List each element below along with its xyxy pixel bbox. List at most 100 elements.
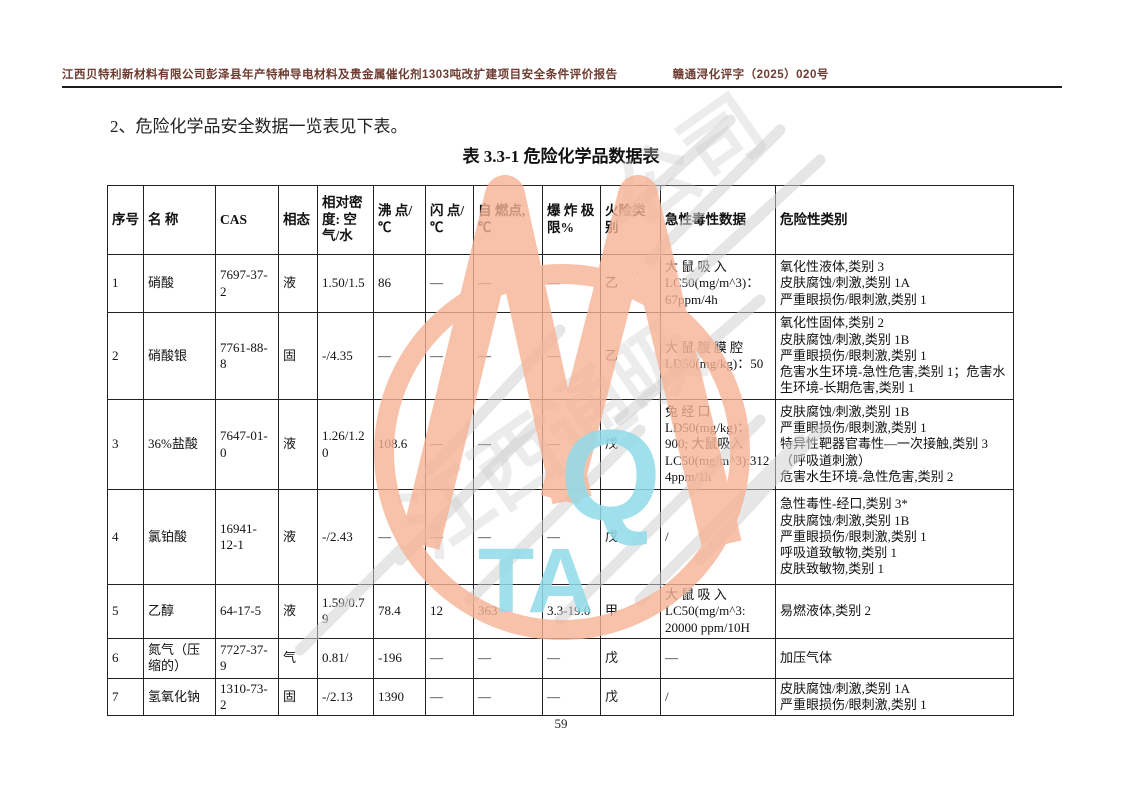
table-cell: 氧化性液体,类别 3 皮肤腐蚀/刺激,类别 1A 严重眼损伤/眼刺激,类别 1 <box>775 254 1014 313</box>
page-number: 59 <box>554 716 568 731</box>
table-row: 3 36%盐酸 7647-01-0 液 1.26/1.20 108.6— — — 戊兔 经 口 … <box>107 399 1014 490</box>
table-body: 1 硝酸 7697-37-2 液 1.50/1.5 86— — — 乙大 鼠 吸 入 LC50(… <box>107 254 1014 717</box>
table-cell: 3 <box>107 399 144 490</box>
table-cell: — <box>473 254 543 313</box>
table-cell: 36%盐酸 <box>143 399 216 490</box>
table-cell: 戊 <box>600 637 661 679</box>
table-header-row: 序号名 称 CAS 相态 相对密度: 空气/水沸 点/℃ 闪 点/℃ 自 燃点, ℃ 爆 炸… <box>107 185 1014 255</box>
table-cell: 6 <box>107 637 144 679</box>
table-cell: 4 <box>107 489 144 585</box>
table-cell: — <box>373 312 426 400</box>
table-cell: 液 <box>278 489 318 585</box>
table-cell: — <box>425 637 474 679</box>
document-header: 江西贝特利新材料有限公司彭泽县年产特种导电材料及贵金属催化剂1303吨改扩建项目… <box>62 58 1062 88</box>
table-cell: 12 <box>425 584 474 639</box>
table-cell: — <box>425 312 474 400</box>
table-cell: 戊 <box>600 677 661 717</box>
table-cell: — <box>473 489 543 585</box>
table-cell: — <box>473 637 543 679</box>
table-cell: — <box>425 254 474 313</box>
section-heading: 2、危险化学品安全数据一览表见下表。 <box>110 117 408 136</box>
table-cell: 乙 <box>600 312 661 400</box>
table-cell: 皮肤腐蚀/刺激,类别 1B 严重眼损伤/眼刺激,类别 1 特异性靶器官毒性—一次… <box>775 399 1014 490</box>
table-cell: 皮肤腐蚀/刺激,类别 1A 严重眼损伤/眼刺激,类别 1 <box>775 677 1014 717</box>
table-cell: 乙 <box>600 254 661 313</box>
table-row: 5 乙醇 64-17-5 液 1.59/0.79 78.4 12 363 3.3-19.0 甲大 … <box>107 584 1014 639</box>
table-cell: 氧化性固体,类别 2 皮肤腐蚀/刺激,类别 1B 严重眼损伤/眼刺激,类别 1 … <box>775 312 1014 400</box>
table-title: 表 3.3-1 危险化学品数据表 <box>462 147 660 166</box>
table-cell: — <box>660 637 776 679</box>
table-cell: — <box>542 399 601 490</box>
column-header: 名 称 <box>143 185 216 255</box>
table-cell: 兔 经 口 LD50(mg/kg)：900; 大鼠吸入 LC50(mg/m^3)… <box>660 399 776 490</box>
table-row: 6 氮气（压缩的） 7727-37-9 气 0.81/-196— — — 戊 — 加压气体 <box>107 637 1014 679</box>
table-cell: 7 <box>107 677 144 717</box>
table-cell: 大 鼠 吸 入 LC50(mg/m^3)：67ppm/4h <box>660 254 776 313</box>
table-cell: 0.81/ <box>317 637 374 679</box>
table-cell: — <box>542 637 601 679</box>
document-number: 赣通浔化评字（2025）020号 <box>672 69 829 81</box>
table-cell: 液 <box>278 399 318 490</box>
table-cell: -/4.35 <box>317 312 374 400</box>
column-header: 火险类别 <box>600 185 661 255</box>
table-cell: 1310-73-2 <box>215 677 279 717</box>
table-cell: 戊 <box>600 399 661 490</box>
table-cell: — <box>473 399 543 490</box>
table-cell: 1.26/1.20 <box>317 399 374 490</box>
column-header: 急性毒性数据 <box>660 185 776 255</box>
table-cell: — <box>542 254 601 313</box>
table-cell: 1 <box>107 254 144 313</box>
table-cell: — <box>542 677 601 717</box>
table-cell: 16941-12-1 <box>215 489 279 585</box>
table-cell: 1390 <box>373 677 426 717</box>
table-cell: 2 <box>107 312 144 400</box>
column-header: 自 燃点, ℃ <box>473 185 543 255</box>
table-cell: — <box>425 399 474 490</box>
table-cell: 氢氧化钠 <box>143 677 216 717</box>
table-cell: 78.4 <box>373 584 426 639</box>
hazardous-chemicals-table: 序号名 称 CAS 相态 相对密度: 空气/水沸 点/℃ 闪 点/℃ 自 燃点, ℃ 爆 炸… <box>107 185 1014 717</box>
table-cell: 363 <box>473 584 543 639</box>
table-cell: 急性毒性-经口,类别 3* 皮肤腐蚀/刺激,类别 1B 严重眼损伤/眼刺激,类别… <box>775 489 1014 585</box>
table-cell: 液 <box>278 584 318 639</box>
table-cell: 7761-88-8 <box>215 312 279 400</box>
table-cell: — <box>542 489 601 585</box>
table-cell: — <box>473 677 543 717</box>
table-cell: 硝酸银 <box>143 312 216 400</box>
table-cell: 乙醇 <box>143 584 216 639</box>
table-cell: — <box>425 677 474 717</box>
table-cell: 7727-37-9 <box>215 637 279 679</box>
table-cell: 3.3-19.0 <box>542 584 601 639</box>
table-cell: -/2.13 <box>317 677 374 717</box>
table-cell: / <box>660 677 776 717</box>
table-cell: 固 <box>278 677 318 717</box>
table-cell: 硝酸 <box>143 254 216 313</box>
table-row: 7 氢氧化钠 1310-73-2 固 -/2.13 1390— — — 戊 / 皮肤腐蚀/刺激,类别… <box>107 677 1014 717</box>
table-cell: 易燃液体,类别 2 <box>775 584 1014 639</box>
table-cell: 液 <box>278 254 318 313</box>
table-row: 4 氯铂酸 16941-12-1 液 -/2.43— — — — 戊 / 急性毒性-经口,类别 3*… <box>107 489 1014 585</box>
table-cell: 5 <box>107 584 144 639</box>
table-cell: 108.6 <box>373 399 426 490</box>
table-cell: 气 <box>278 637 318 679</box>
column-header: 闪 点/℃ <box>425 185 474 255</box>
column-header: CAS <box>215 185 279 255</box>
table-cell: 戊 <box>600 489 661 585</box>
table-cell: — <box>473 312 543 400</box>
column-header: 危险性类别 <box>775 185 1014 255</box>
column-header: 沸 点/℃ <box>373 185 426 255</box>
table-cell: 固 <box>278 312 318 400</box>
table-cell: -196 <box>373 637 426 679</box>
table-cell: 64-17-5 <box>215 584 279 639</box>
table-cell: 7647-01-0 <box>215 399 279 490</box>
table-cell: — <box>425 489 474 585</box>
column-header: 相态 <box>278 185 318 255</box>
table-row: 1 硝酸 7697-37-2 液 1.50/1.5 86— — — 乙大 鼠 吸 入 LC50(… <box>107 254 1014 313</box>
column-header: 序号 <box>107 185 144 255</box>
table-cell: 7697-37-2 <box>215 254 279 313</box>
table-cell: 氯铂酸 <box>143 489 216 585</box>
table-cell: 加压气体 <box>775 637 1014 679</box>
table-cell: 1.59/0.79 <box>317 584 374 639</box>
table-cell: 1.50/1.5 <box>317 254 374 313</box>
